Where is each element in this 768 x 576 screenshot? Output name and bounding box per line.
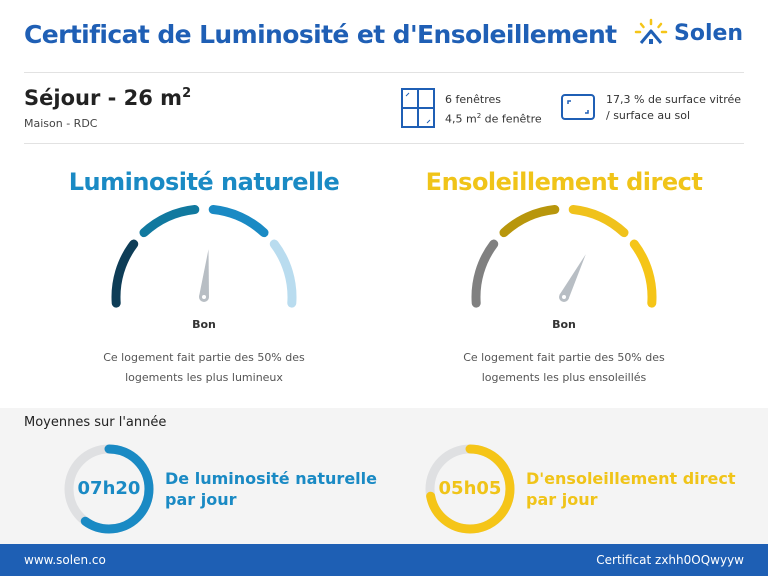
gauge-needle xyxy=(199,249,209,298)
glazing-info: 17,3 % de surface vitrée / surface au sol xyxy=(606,93,742,122)
gauge-segment xyxy=(139,204,200,238)
gauge-luminosite xyxy=(111,204,297,308)
divider xyxy=(24,72,744,73)
glazed-surface-icon xyxy=(561,94,595,120)
ring-label: D'ensoleillement direct par jour xyxy=(526,469,736,509)
ring-luminosite xyxy=(64,444,154,534)
gauge-rating: Bon xyxy=(192,318,216,331)
gauge-title-luminosite: Luminosité naturelle xyxy=(68,168,340,196)
gauge-needle-hub-center xyxy=(562,295,566,299)
ring-label: De luminosité naturelle par jour xyxy=(165,469,377,509)
windows-info: 6 fenêtres 4,5 m2 de fenêtre xyxy=(445,93,542,126)
gauge-segment xyxy=(499,204,560,238)
window-icon xyxy=(401,88,435,128)
page-title: Certificat de Luminosité et d'Ensoleille… xyxy=(24,20,617,49)
gauge-title-ensoleillement: Ensoleillement direct xyxy=(425,168,703,196)
gauge-segment xyxy=(471,239,499,308)
gauge-description: Ce logement fait partie des 50% des loge… xyxy=(463,351,665,384)
logo-text: Solen xyxy=(674,20,744,46)
solen-logo: Solen xyxy=(634,18,743,48)
gauge-segment xyxy=(629,239,657,308)
gauge-segment xyxy=(111,239,139,308)
gauge-segment xyxy=(568,204,629,238)
ring-value: 05h05 xyxy=(438,478,502,499)
gauge-needle xyxy=(559,254,586,300)
sun-house-icon xyxy=(634,18,668,44)
ring-progress xyxy=(425,444,515,534)
room-title: Séjour - 26 m2 xyxy=(24,86,192,110)
website-link[interactable]: www.solen.co xyxy=(24,553,106,567)
gauge-segment xyxy=(269,239,297,308)
footer: www.solen.co Certificat zxhh0OQwyyw xyxy=(0,544,768,576)
room-subtitle: Maison - RDC xyxy=(24,117,98,130)
ring-ensoleillement xyxy=(425,444,515,534)
divider xyxy=(24,143,744,144)
gauge-rating: Bon xyxy=(552,318,576,331)
averages-title: Moyennes sur l'année xyxy=(24,415,167,430)
ring-value: 07h20 xyxy=(77,478,141,499)
gauge-segment xyxy=(208,204,269,238)
certificate-id: Certificat zxhh0OQwyyw xyxy=(596,553,744,567)
gauge-needle-hub-center xyxy=(202,295,206,299)
gauge-description: Ce logement fait partie des 50% des loge… xyxy=(103,351,305,384)
ring-progress xyxy=(64,444,154,534)
gauge-ensoleillement xyxy=(471,204,657,308)
